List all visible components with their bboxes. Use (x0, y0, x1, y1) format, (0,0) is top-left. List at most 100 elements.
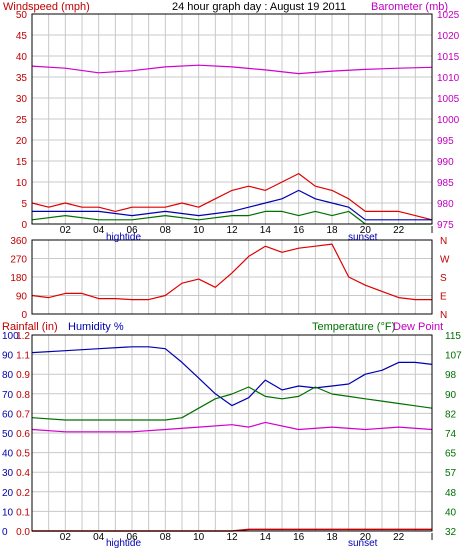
humidity-line (31, 346, 433, 407)
temperature-y-tick-label: 65 (445, 449, 457, 460)
x-tick-label: 22 (393, 532, 405, 543)
humidity-y-tick-label: 60 (2, 409, 14, 420)
wind-y-tick-label: 20 (16, 136, 28, 147)
rainfall-y-tick-label: 0.2 (16, 488, 30, 499)
x-tick-label: 16 (293, 225, 305, 236)
x-tick-label: 06 (126, 532, 138, 543)
panel-direction-frame (31, 239, 433, 315)
x-tick-label: 12 (226, 225, 238, 236)
temperature-line (31, 386, 433, 421)
compass-tick-label: E (440, 292, 447, 303)
rainfall-y-tick-label: 0.4 (16, 468, 30, 479)
x-tick-label: 04 (93, 532, 105, 543)
rainfall-y-tick-label: 0.5 (16, 449, 30, 460)
baro-y-tick-label: 1000 (437, 115, 460, 126)
windspeed-axis-title: Windspeed (mph) (3, 1, 90, 13)
wind-y-tick-label: 45 (16, 31, 28, 42)
rainfall-y-tick-label: 1.2 (16, 331, 30, 342)
x-tick-label: 18 (326, 532, 338, 543)
wind-y-tick-label: 35 (16, 73, 28, 84)
wind-direction-line (31, 243, 432, 301)
baro-y-tick-label: 1015 (437, 52, 460, 63)
x-tick-label: 02 (60, 225, 72, 236)
event-sunset-top: sunset (348, 232, 378, 243)
baro-y-tick-label: 990 (437, 157, 454, 168)
direction-y-tick-label: 270 (10, 255, 27, 266)
rainfall-axis-title: Rainfall (in) (2, 321, 58, 333)
x-tick-label: 14 (260, 532, 272, 543)
wind-y-tick-label: 10 (16, 178, 28, 189)
direction-y-tick-label: 0 (21, 310, 27, 321)
direction-y-tick-label: 180 (10, 273, 27, 284)
grid-layer (32, 14, 432, 531)
barometer-line (31, 64, 433, 75)
baro-y-tick-label: 1025 (437, 10, 460, 21)
temperature-y-tick-label: 98 (445, 370, 457, 381)
x-tick-label: 08 (160, 532, 172, 543)
direction-y-tick-label: 360 (10, 236, 27, 247)
dew-point-line (31, 421, 433, 433)
wind-speed-line (31, 210, 432, 225)
baro-y-tick-label: 975 (437, 220, 454, 231)
x-tick-label: 10 (193, 225, 205, 236)
temperature-y-tick-label: 57 (445, 468, 457, 479)
humidity-y-tick-label: 20 (2, 488, 14, 499)
wind-y-tick-label: 50 (16, 10, 28, 21)
x-tick-label: 04 (93, 225, 105, 236)
barometer-axis-title: Barometer (mb) (371, 1, 448, 13)
humidity-y-tick-label: 80 (2, 370, 14, 381)
humidity-y-tick-label: 50 (2, 429, 14, 440)
x-tick-label: 10 (193, 532, 205, 543)
event-hightide-bottom: hightide (106, 538, 141, 549)
rainfall-y-tick-label: 0.8 (16, 390, 30, 401)
x-tick-label: I (431, 225, 434, 236)
x-tick-label: 22 (393, 225, 405, 236)
compass-tick-label: N (440, 236, 447, 247)
baro-y-tick-label: 1005 (437, 94, 460, 105)
humidity-y-tick-label: 40 (2, 449, 14, 460)
wind-y-tick-label: 0 (21, 220, 27, 231)
temperature-y-tick-label: 115 (445, 331, 461, 342)
x-tick-label: 16 (293, 532, 305, 543)
humidity-y-tick-label: 10 (2, 507, 14, 518)
baro-y-tick-label: 980 (437, 199, 454, 210)
wind-y-tick-label: 25 (16, 115, 28, 126)
x-tick-label: I (431, 532, 434, 543)
x-tick-label: 20 (360, 532, 372, 543)
temperature-y-tick-label: 40 (445, 507, 457, 518)
x-tick-label: 06 (126, 225, 138, 236)
temperature-y-tick-label: 74 (445, 429, 457, 440)
x-tick-label: 20 (360, 225, 372, 236)
baro-y-tick-label: 1020 (437, 31, 460, 42)
rainfall-y-tick-label: 0.0 (16, 527, 30, 538)
baro-y-tick-label: 995 (437, 136, 454, 147)
baro-y-tick-label: 985 (437, 178, 454, 189)
x-tick-label: 14 (260, 225, 272, 236)
x-tick-label: 12 (226, 532, 238, 543)
wind-y-tick-label: 15 (16, 157, 28, 168)
wind-gust-line (31, 173, 433, 221)
tick-label-layer: 0202040406060808101012121414161618182020… (2, 10, 462, 543)
compass-tick-label: N (440, 310, 447, 321)
event-sunset-bottom: sunset (348, 538, 378, 549)
direction-y-tick-label: 90 (16, 292, 28, 303)
humidity-y-tick-label: 70 (2, 390, 14, 401)
x-tick-label: 02 (60, 532, 72, 543)
wind-average-line (32, 189, 432, 221)
panel-humidity-frame (31, 334, 433, 532)
wind-y-tick-label: 30 (16, 94, 28, 105)
panel-wind-frame (31, 13, 433, 225)
wind-y-tick-label: 40 (16, 52, 28, 63)
rainfall-y-tick-label: 0.1 (16, 507, 30, 518)
humidity-y-tick-label: 0 (2, 527, 8, 538)
temperature-y-tick-label: 107 (445, 351, 462, 362)
graph-title: 24 hour graph day : August 19 2011 (172, 1, 346, 13)
series-layer (31, 64, 433, 532)
humidity-y-tick-label: 30 (2, 468, 14, 479)
compass-tick-label: S (440, 273, 447, 284)
rainfall-y-tick-label: 0.9 (16, 370, 30, 381)
humidity-axis-title: Humidity % (68, 321, 124, 333)
x-tick-label: 18 (326, 225, 338, 236)
temperature-y-tick-label: 32 (445, 527, 457, 538)
